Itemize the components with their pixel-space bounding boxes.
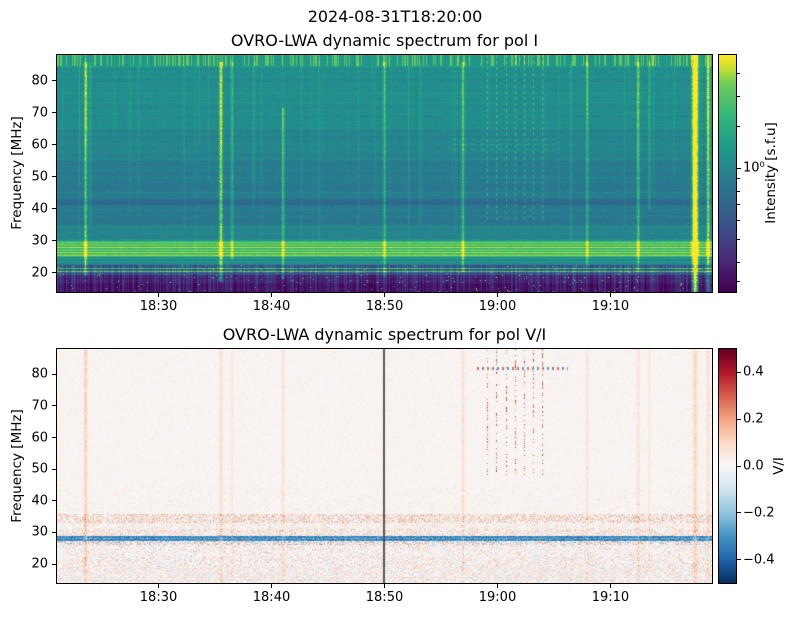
y-tick-label: 80 xyxy=(31,73,48,89)
colorbar-minor-tick-mark xyxy=(737,261,740,263)
y-tick-mark xyxy=(52,208,56,210)
y-tick-label: 50 xyxy=(31,169,48,185)
y-tick-mark xyxy=(52,176,56,178)
y-tick-label: 60 xyxy=(31,137,48,153)
colorbar-tick-label: 10⁰ xyxy=(743,160,765,176)
x-tick-label: 18:50 xyxy=(365,299,404,314)
colorbar-minor-tick-mark xyxy=(737,190,740,192)
y-tick-label: 30 xyxy=(31,233,48,249)
panel2-title: OVRO-LWA dynamic spectrum for pol V/I xyxy=(222,325,547,344)
y-tick-mark xyxy=(52,468,56,470)
y-tick-label: 60 xyxy=(31,430,48,446)
x-tick-label: 18:50 xyxy=(365,590,404,605)
x-tick-mark xyxy=(384,584,385,588)
x-tick-label: 18:30 xyxy=(139,299,178,314)
x-tick-label: 19:00 xyxy=(478,590,517,605)
colorbar-minor-tick-mark xyxy=(737,125,740,127)
colorbar-minor-tick-mark xyxy=(737,238,740,240)
panel2-colorbar-canvas xyxy=(719,349,736,583)
x-tick-label: 18:40 xyxy=(252,590,291,605)
figure-title: 2024-08-31T18:20:00 xyxy=(307,7,483,26)
colorbar-tick-mark xyxy=(737,512,741,514)
y-tick-mark xyxy=(52,112,56,114)
x-tick-mark xyxy=(384,293,385,297)
colorbar-minor-tick-mark xyxy=(737,178,740,180)
x-tick-label: 19:10 xyxy=(591,590,630,605)
x-tick-mark xyxy=(271,584,272,588)
colorbar-tick-label: 0.2 xyxy=(743,411,764,427)
colorbar-minor-tick-mark xyxy=(737,96,740,98)
panel1-ylabel: Frequency [MHz] xyxy=(9,116,25,230)
y-tick-label: 80 xyxy=(31,366,48,382)
panel1-title: OVRO-LWA dynamic spectrum for pol I xyxy=(230,31,539,50)
panel2-spectrogram-canvas xyxy=(57,349,712,583)
x-tick-label: 19:10 xyxy=(591,299,630,314)
y-tick-label: 40 xyxy=(31,493,48,509)
colorbar-tick-mark xyxy=(737,559,741,561)
colorbar-minor-tick-mark xyxy=(737,220,740,222)
colorbar-minor-tick-mark xyxy=(737,204,740,206)
colorbar-tick-label: 0.4 xyxy=(743,364,764,380)
colorbar-tick-mark xyxy=(737,465,741,467)
colorbar-minor-tick-mark xyxy=(737,73,740,75)
colorbar-tick-mark xyxy=(737,371,741,373)
panel2-colorbar xyxy=(718,348,737,584)
y-tick-mark xyxy=(52,373,56,375)
y-tick-label: 70 xyxy=(31,105,48,121)
colorbar-minor-tick-mark xyxy=(737,280,740,282)
x-tick-mark xyxy=(496,584,498,588)
y-tick-mark xyxy=(52,531,56,533)
y-tick-mark xyxy=(52,405,56,407)
colorbar-tick-mark xyxy=(737,167,741,169)
panel2-heatmap xyxy=(56,348,713,584)
y-tick-label: 30 xyxy=(31,524,48,540)
colorbar-tick-mark xyxy=(737,418,741,420)
x-tick-mark xyxy=(271,293,272,297)
x-tick-label: 19:00 xyxy=(478,299,517,314)
panel1-spectrogram-canvas xyxy=(57,55,712,292)
panel2-colorbar-label: V/I xyxy=(771,457,787,475)
x-tick-mark xyxy=(609,293,611,297)
panel1-colorbar xyxy=(718,54,737,293)
x-tick-mark xyxy=(158,584,160,588)
x-tick-label: 18:40 xyxy=(252,299,291,314)
colorbar-tick-label: −0.4 xyxy=(743,552,775,568)
panel1-heatmap xyxy=(56,54,713,293)
panel2-ylabel: Frequency [MHz] xyxy=(9,409,25,523)
colorbar-tick-label: −0.2 xyxy=(743,505,775,521)
colorbar-tick-label: 0.0 xyxy=(743,458,764,474)
y-tick-label: 20 xyxy=(31,265,48,281)
panel1-colorbar-canvas xyxy=(719,55,736,292)
y-tick-label: 40 xyxy=(31,201,48,217)
x-tick-label: 18:30 xyxy=(139,590,178,605)
y-tick-label: 20 xyxy=(31,556,48,572)
y-tick-label: 50 xyxy=(31,461,48,477)
y-tick-mark xyxy=(52,563,56,565)
y-tick-label: 70 xyxy=(31,398,48,414)
y-tick-mark xyxy=(52,437,56,439)
y-tick-mark xyxy=(52,272,56,274)
y-tick-mark xyxy=(52,240,56,242)
panel1-colorbar-label: Intensity [s.f.u] xyxy=(763,122,779,224)
x-tick-mark xyxy=(609,584,611,588)
x-tick-mark xyxy=(496,293,498,297)
y-tick-mark xyxy=(52,500,56,502)
y-tick-mark xyxy=(52,144,56,146)
x-tick-mark xyxy=(158,293,160,297)
y-tick-mark xyxy=(52,80,56,82)
